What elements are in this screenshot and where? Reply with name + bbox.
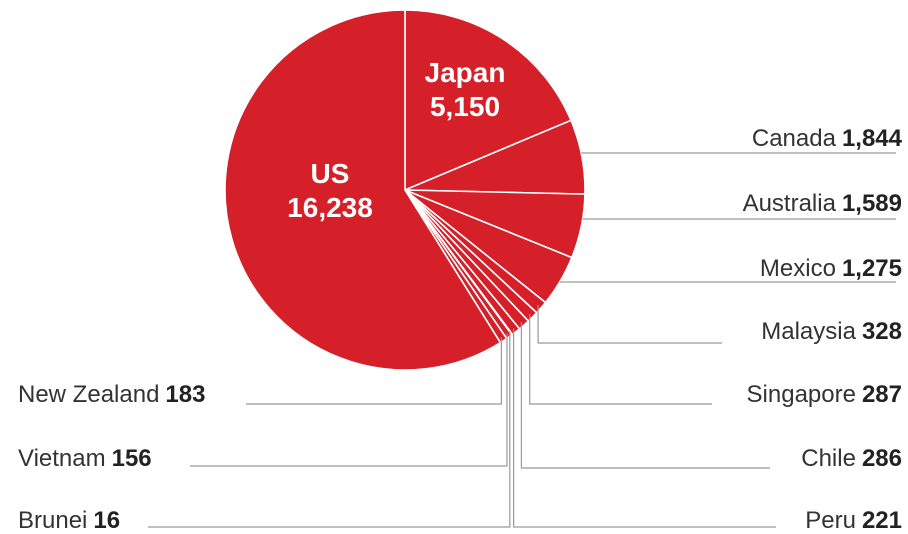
- label-new-zealand: New Zealand 183: [18, 381, 205, 408]
- leader-line-brunei: [148, 331, 511, 528]
- label-malaysia: Malaysia 328: [761, 318, 902, 345]
- label-mexico: Mexico 1,275: [760, 255, 902, 282]
- label-australia: Australia 1,589: [743, 190, 902, 217]
- label-peru: Peru 221: [805, 507, 902, 534]
- leader-line-malaysia: [537, 305, 722, 344]
- slice-label-japan-name: Japan: [425, 57, 506, 88]
- leader-line-vietnam: [190, 333, 508, 467]
- leader-line-singapore: [529, 314, 712, 405]
- label-singapore: Singapore 287: [747, 381, 902, 408]
- label-chile: Chile 286: [801, 445, 902, 472]
- leader-line-new-zealand: [246, 337, 502, 405]
- slice-label-us-value: 16,238: [287, 192, 373, 223]
- label-brunei: Brunei 16: [18, 507, 120, 534]
- label-vietnam: Vietnam 156: [18, 445, 152, 472]
- slice-label-us-name: US: [311, 158, 350, 189]
- leader-line-peru: [513, 328, 776, 528]
- leader-lines: [148, 152, 896, 528]
- slice-label-japan-value: 5,150: [430, 91, 500, 122]
- pie-slice-us: [224, 9, 502, 371]
- pie-slices: [224, 9, 586, 371]
- pie-slice-japan: [404, 9, 573, 192]
- leader-line-chile: [520, 322, 770, 469]
- label-canada: Canada 1,844: [752, 125, 903, 152]
